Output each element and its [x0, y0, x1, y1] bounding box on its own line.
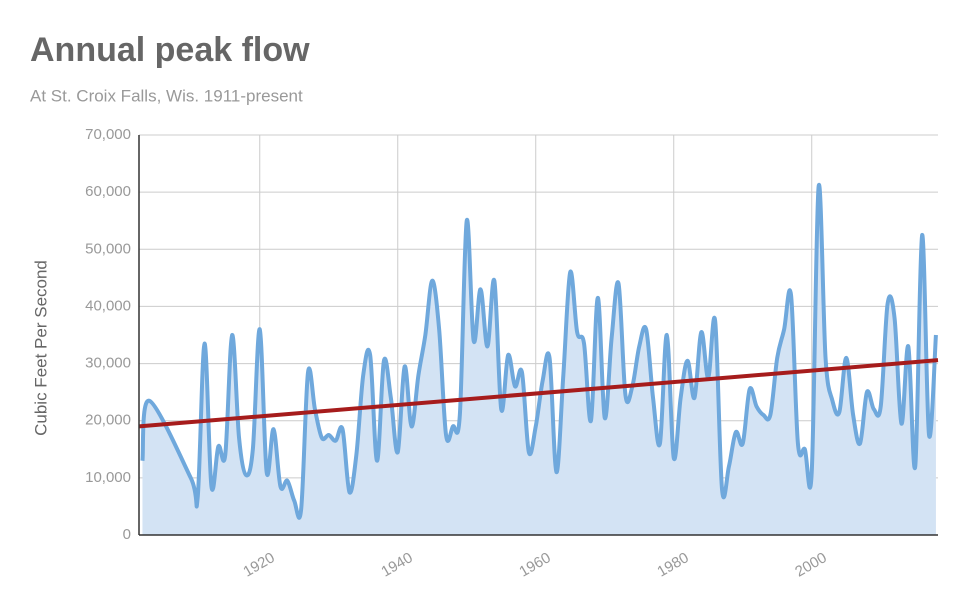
y-tick-label: 50,000: [85, 240, 131, 257]
x-tick-label: 1960: [516, 549, 553, 580]
x-tick-label: 1920: [240, 549, 277, 580]
y-tick-label: 60,000: [85, 183, 131, 200]
chart-subtitle: At St. Croix Falls, Wis. 1911-present: [30, 86, 303, 105]
y-tick-label: 0: [123, 526, 131, 543]
chart-title: Annual peak flow: [30, 31, 310, 69]
x-tick-label: 1980: [654, 549, 691, 580]
y-axis-label: Cubic Feet Per Second: [31, 260, 50, 436]
y-tick-label: 70,000: [85, 126, 131, 143]
y-tick-label: 20,000: [85, 412, 131, 429]
y-tick-label: 40,000: [85, 297, 131, 314]
y-tick-label: 10,000: [85, 469, 131, 486]
x-tick-label: 2000: [792, 549, 829, 580]
line: [140, 182, 938, 520]
area: [142, 184, 936, 535]
trend-line: [138, 358, 939, 429]
x-tick-label: 1940: [378, 549, 415, 580]
y-tick-label: 30,000: [85, 355, 131, 372]
